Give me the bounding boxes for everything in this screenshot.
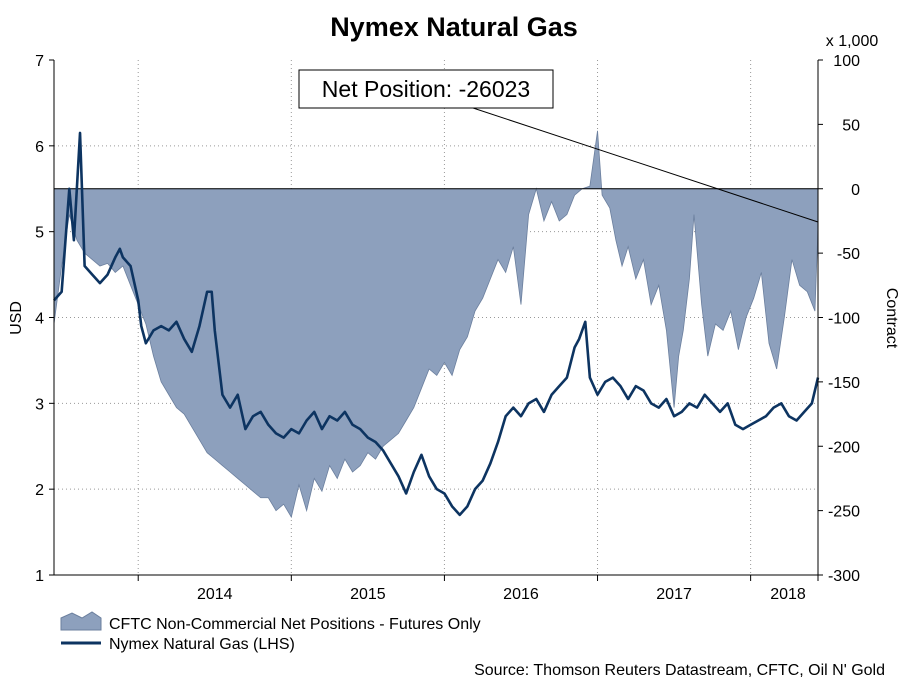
x-tick-label-2017: 2017 (656, 586, 692, 603)
right-tick-label--300: -300 (828, 568, 860, 585)
legend-label-natural-gas: Nymex Natural Gas (LHS) (109, 636, 295, 653)
right-tick-label--50: -50 (837, 246, 860, 263)
x-tick-label-2018: 2018 (770, 586, 806, 603)
left-tick-label-5: 5 (35, 225, 44, 242)
left-tick-label-2: 2 (35, 482, 44, 499)
series-line-natural-gas (53, 131, 820, 517)
right-tick-label-100: 100 (833, 53, 860, 70)
left-tick-label-4: 4 (35, 311, 44, 328)
right-axis-unit: x 1,000 (826, 33, 879, 50)
series-area-net-positions (53, 130, 819, 519)
right-tick-label--250: -250 (828, 504, 860, 521)
annotation-leader-line (469, 106, 819, 223)
right-axis-label: Contract (883, 288, 900, 349)
x-tick-label-2014: 2014 (197, 586, 233, 603)
right-tick-label--200: -200 (828, 439, 860, 456)
right-tick-label--150: -150 (828, 375, 860, 392)
annotation-text: Net Position: -26023 (322, 76, 530, 102)
left-tick-label-7: 7 (35, 53, 44, 70)
left-tick-label-3: 3 (35, 396, 44, 413)
chart-title: Nymex Natural Gas (330, 12, 578, 42)
right-tick-label-0: 0 (851, 182, 860, 199)
legend: CFTC Non-Commercial Net Positions - Futu… (60, 611, 481, 653)
legend-area-swatch (60, 611, 102, 631)
left-tick-label-6: 6 (35, 139, 44, 156)
source-note: Source: Thomson Reuters Datastream, CFTC… (474, 662, 885, 679)
left-tick-label-1: 1 (35, 568, 44, 585)
right-tick-label-50: 50 (842, 117, 860, 134)
x-tick-label-2016: 2016 (503, 586, 539, 603)
left-axis-label: USD (8, 301, 25, 335)
x-tick-label-2015: 2015 (350, 586, 386, 603)
legend-label-net-positions: CFTC Non-Commercial Net Positions - Futu… (109, 616, 481, 633)
annotation-box (298, 69, 554, 109)
right-tick-label--100: -100 (828, 311, 860, 328)
